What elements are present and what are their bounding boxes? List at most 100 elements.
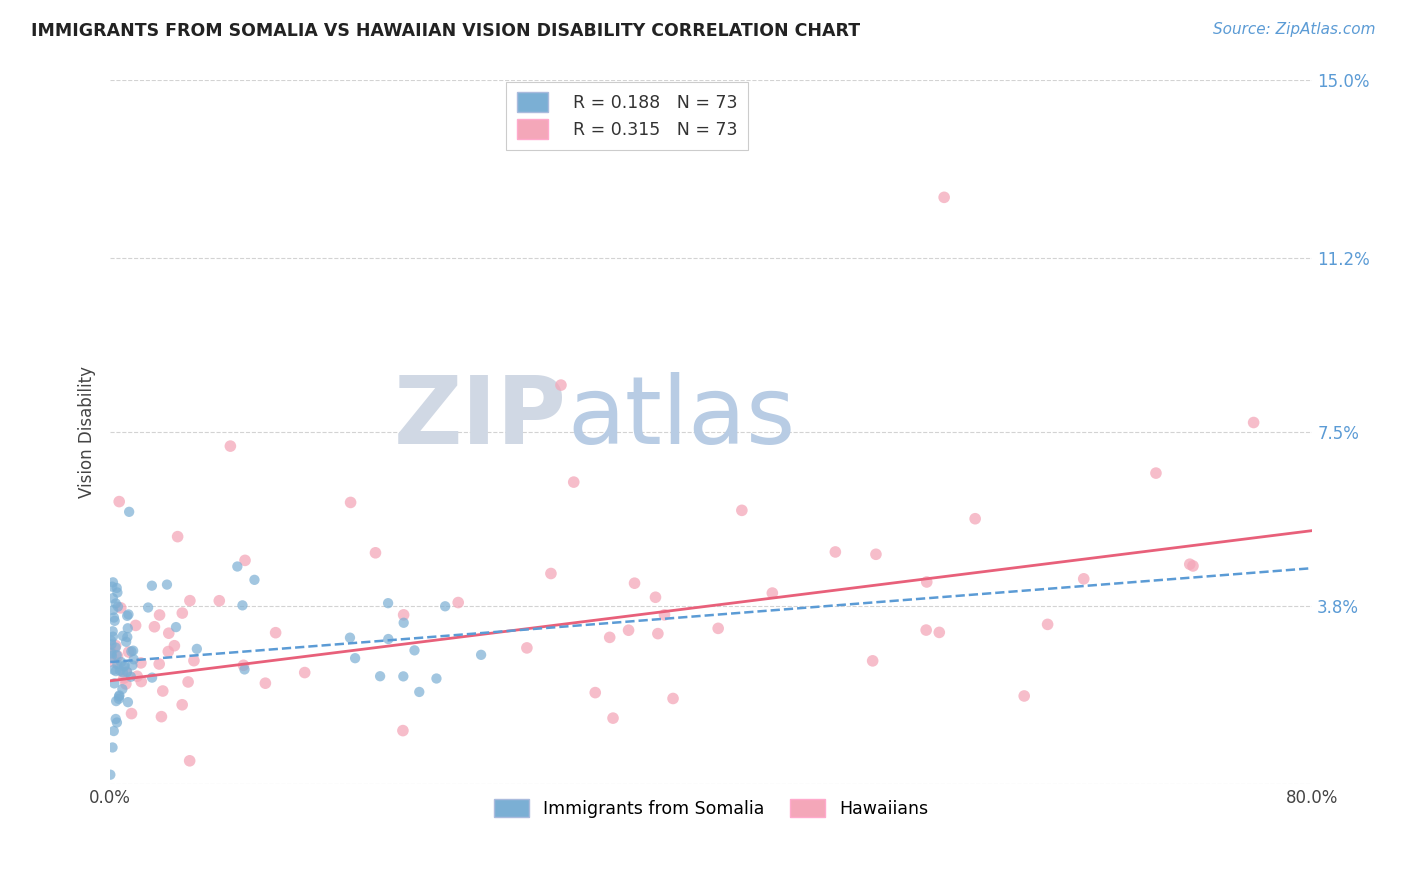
- Point: [157, 644, 180, 658]
- Point: [105, 581, 128, 595]
- Point: [865, 547, 887, 561]
- Point: [1036, 617, 1059, 632]
- Point: [177, 675, 200, 690]
- Point: [377, 596, 399, 610]
- Point: [105, 715, 128, 730]
- Point: [121, 658, 143, 673]
- Point: [120, 644, 142, 658]
- Point: [707, 621, 730, 635]
- Point: [1178, 558, 1201, 572]
- Point: [103, 663, 125, 677]
- Point: [470, 648, 492, 662]
- Point: [101, 603, 124, 617]
- Point: [105, 585, 128, 599]
- Point: [179, 754, 201, 768]
- Point: [100, 637, 122, 651]
- Point: [100, 633, 122, 648]
- Point: [377, 632, 399, 646]
- Point: [108, 689, 131, 703]
- Point: [392, 723, 415, 738]
- Point: [115, 665, 138, 679]
- Point: [662, 691, 685, 706]
- Point: [226, 559, 249, 574]
- Point: [101, 575, 124, 590]
- Point: [233, 553, 256, 567]
- Point: [1243, 416, 1265, 430]
- Point: [928, 625, 950, 640]
- Point: [233, 662, 256, 676]
- Text: IMMIGRANTS FROM SOMALIA VS HAWAIIAN VISION DISABILITY CORRELATION CHART: IMMIGRANTS FROM SOMALIA VS HAWAIIAN VISI…: [31, 22, 860, 40]
- Point: [392, 669, 415, 683]
- Point: [105, 648, 128, 663]
- Point: [101, 591, 124, 606]
- Point: [761, 586, 783, 600]
- Point: [117, 621, 139, 635]
- Point: [101, 740, 124, 755]
- Point: [111, 665, 134, 680]
- Point: [120, 670, 142, 684]
- Point: [118, 645, 141, 659]
- Point: [112, 671, 135, 685]
- Point: [550, 378, 572, 392]
- Point: [1012, 689, 1035, 703]
- Point: [583, 685, 606, 699]
- Point: [115, 608, 138, 623]
- Point: [294, 665, 316, 680]
- Text: Source: ZipAtlas.com: Source: ZipAtlas.com: [1212, 22, 1375, 37]
- Point: [101, 649, 124, 664]
- Point: [623, 576, 645, 591]
- Point: [101, 580, 124, 594]
- Point: [122, 643, 145, 657]
- Point: [100, 647, 122, 661]
- Point: [254, 676, 277, 690]
- Point: [647, 626, 669, 640]
- Point: [166, 530, 188, 544]
- Point: [339, 495, 361, 509]
- Point: [110, 600, 132, 615]
- Point: [141, 671, 163, 685]
- Point: [179, 593, 201, 607]
- Point: [208, 593, 231, 607]
- Point: [516, 640, 538, 655]
- Point: [1181, 558, 1204, 573]
- Legend: Immigrants from Somalia, Hawaiians: Immigrants from Somalia, Hawaiians: [488, 792, 935, 825]
- Point: [1073, 572, 1095, 586]
- Point: [231, 599, 253, 613]
- Point: [105, 657, 128, 672]
- Point: [172, 606, 194, 620]
- Point: [118, 505, 141, 519]
- Point: [103, 724, 125, 739]
- Point: [152, 684, 174, 698]
- Point: [107, 649, 129, 664]
- Point: [562, 475, 585, 489]
- Point: [114, 658, 136, 673]
- Text: ZIP: ZIP: [394, 372, 567, 464]
- Point: [915, 574, 938, 589]
- Point: [115, 635, 138, 649]
- Point: [731, 503, 754, 517]
- Point: [172, 698, 194, 712]
- Point: [104, 597, 127, 611]
- Point: [117, 695, 139, 709]
- Point: [392, 615, 415, 630]
- Point: [243, 573, 266, 587]
- Point: [104, 639, 127, 653]
- Point: [617, 624, 640, 638]
- Point: [150, 709, 173, 723]
- Point: [117, 607, 139, 622]
- Point: [364, 546, 387, 560]
- Text: atlas: atlas: [567, 372, 796, 464]
- Point: [110, 655, 132, 669]
- Point: [115, 665, 138, 679]
- Point: [104, 664, 127, 678]
- Point: [965, 512, 987, 526]
- Point: [148, 607, 170, 622]
- Y-axis label: Vision Disability: Vision Disability: [79, 366, 96, 498]
- Point: [103, 610, 125, 624]
- Point: [104, 712, 127, 726]
- Point: [540, 566, 562, 581]
- Point: [264, 625, 287, 640]
- Point: [148, 657, 170, 671]
- Point: [117, 630, 139, 644]
- Point: [165, 620, 187, 634]
